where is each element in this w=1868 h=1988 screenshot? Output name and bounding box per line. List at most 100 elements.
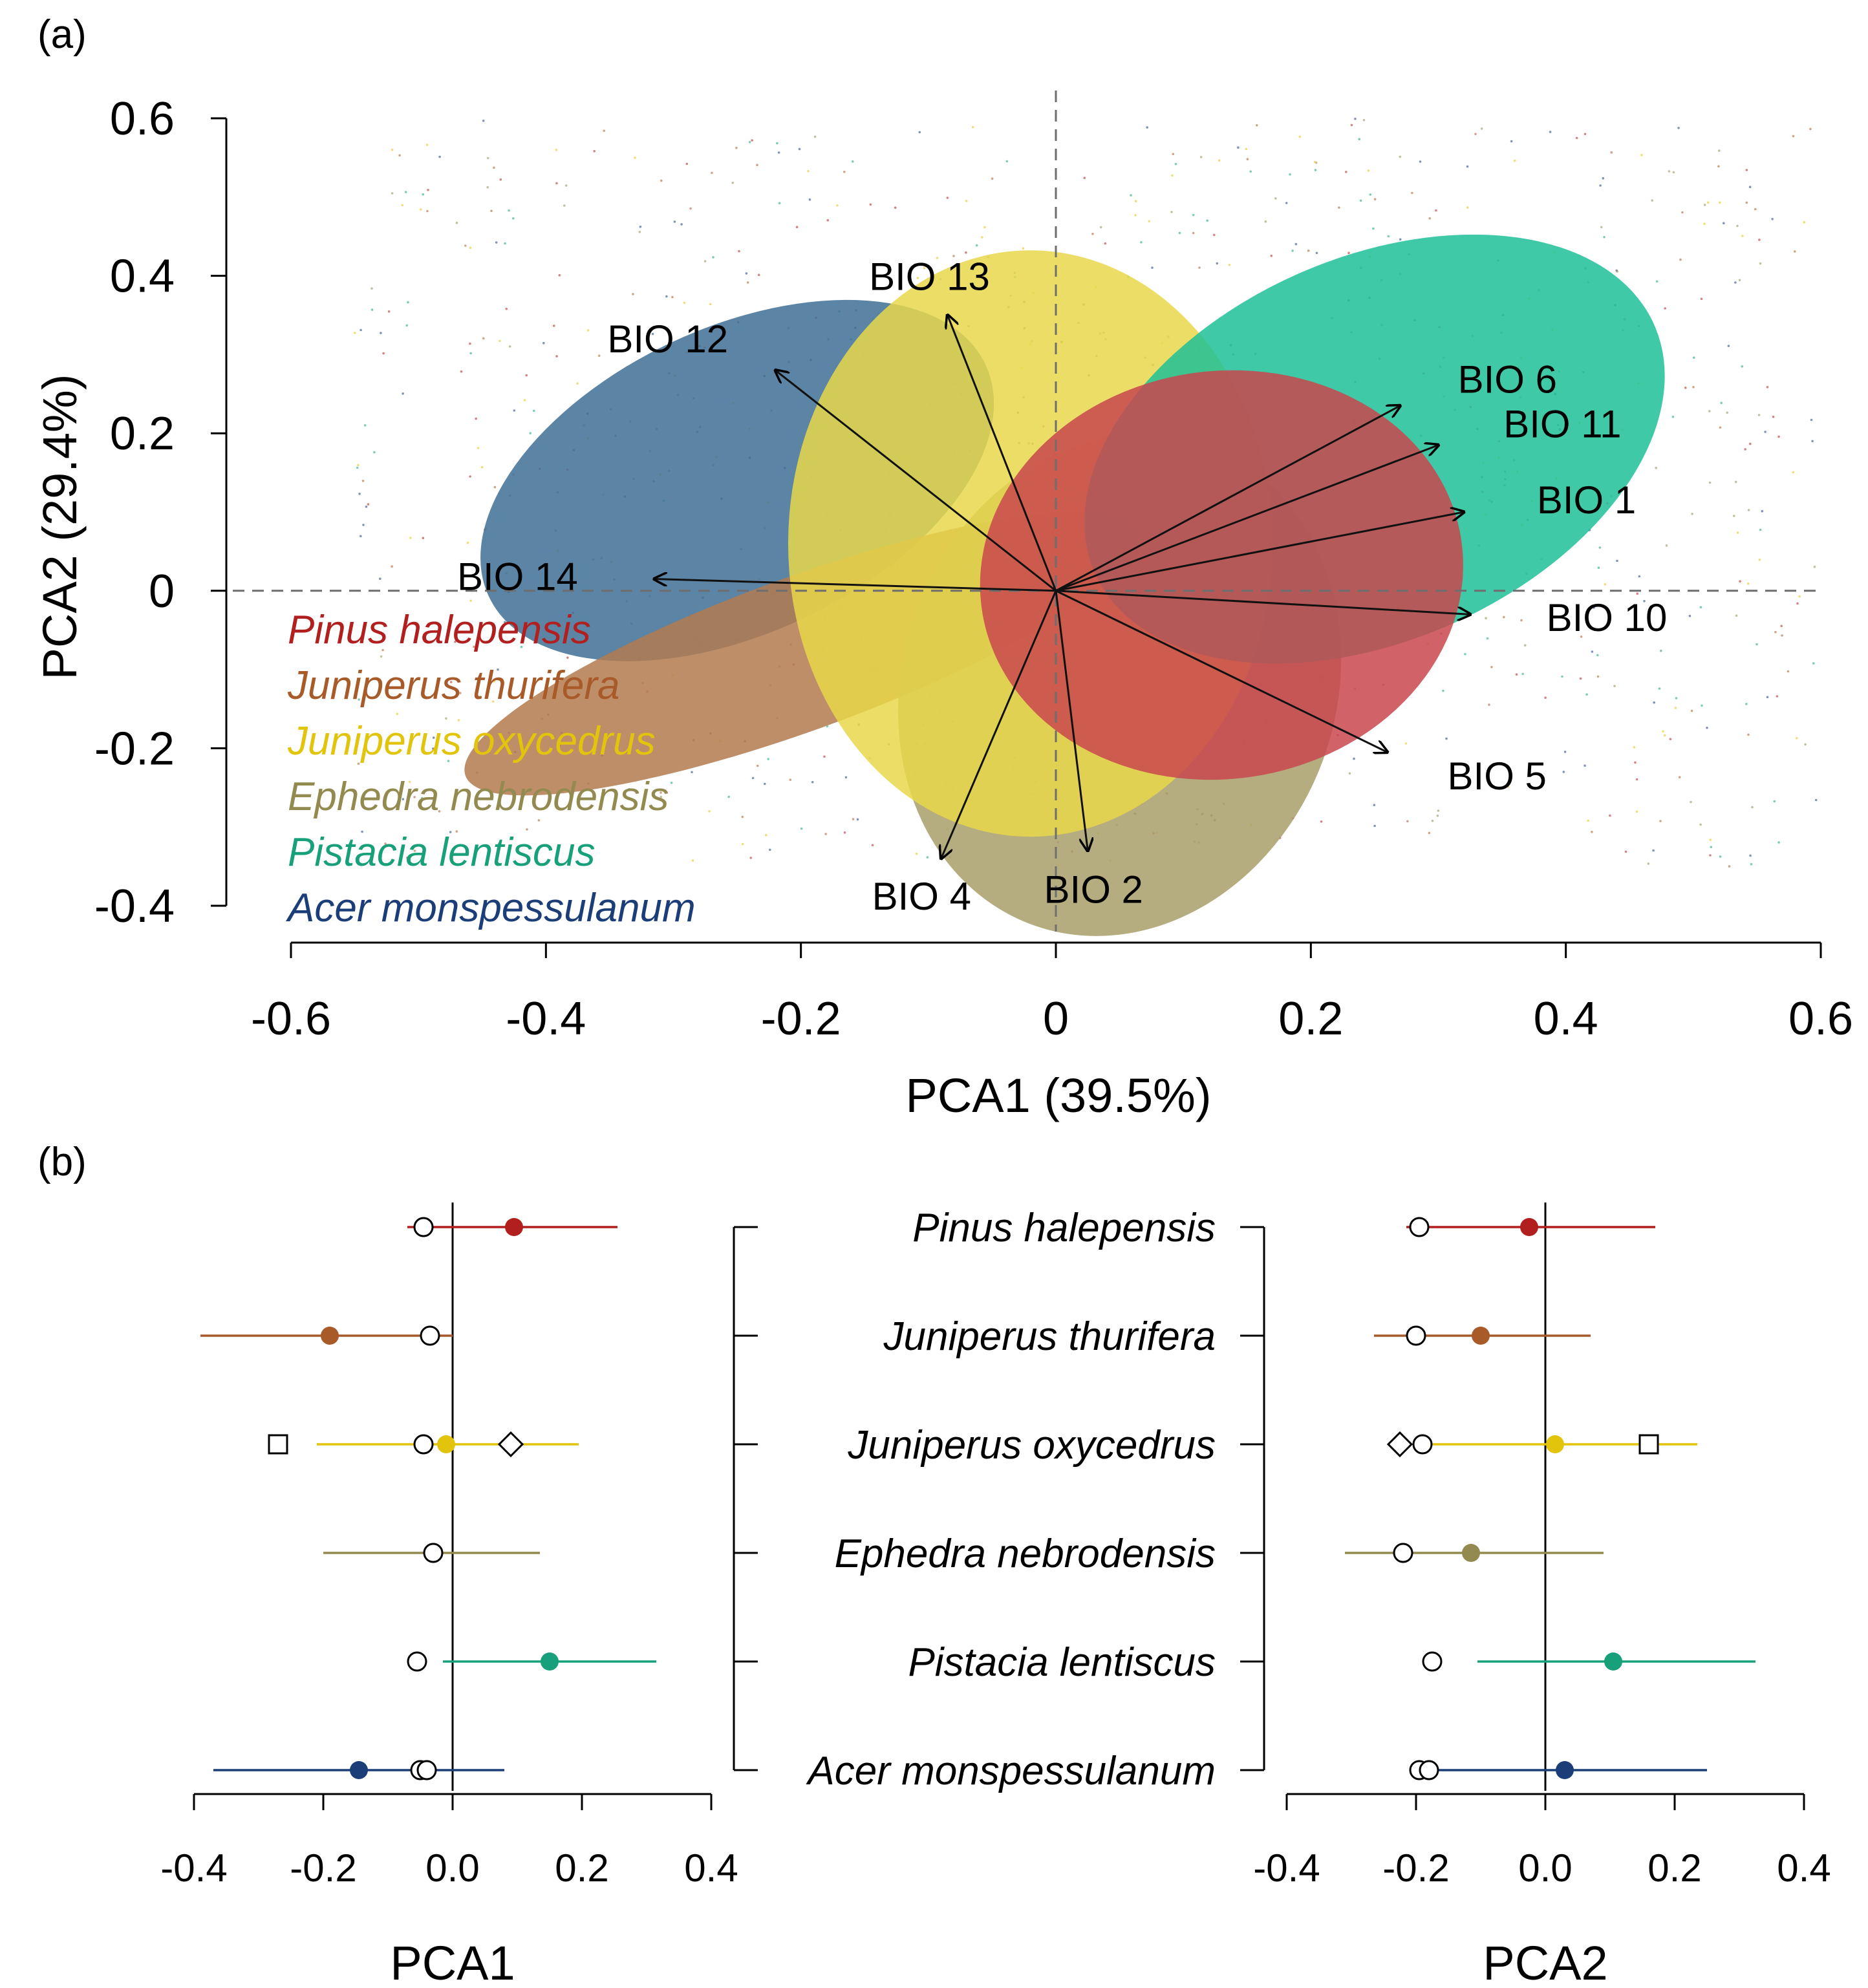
occurrence-point: [603, 129, 605, 133]
occurrence-point: [1428, 831, 1431, 835]
occurrence-point: [1655, 280, 1659, 283]
occurrence-point: [370, 287, 373, 290]
y-tick-label: 0.4: [110, 251, 175, 303]
occurrence-point: [991, 177, 994, 180]
occurrence-point: [769, 848, 771, 851]
axis-tick-label: -0.2: [290, 1846, 356, 1890]
occurrence-point: [1373, 198, 1377, 201]
occurrence-point: [1591, 650, 1594, 653]
x-tick-label: 0.2: [1278, 993, 1343, 1045]
occurrence-point: [537, 819, 541, 822]
occurrence-point: [1655, 466, 1657, 469]
occurrence-point: [671, 295, 674, 299]
vector-label-bio-14: BIO 14: [457, 555, 578, 599]
y-tick-label: -0.4: [94, 881, 175, 932]
occurrence-point: [843, 831, 846, 834]
vector-label-bio-5: BIO 5: [1448, 754, 1547, 798]
occurrence-point: [406, 856, 409, 859]
occurrence-point: [1510, 140, 1513, 143]
occurrence-point: [1256, 124, 1258, 127]
occurrence-point: [398, 154, 401, 157]
occurrence-point: [367, 503, 370, 506]
occurrence-point: [422, 537, 425, 539]
occurrence-point: [751, 139, 753, 142]
occurrence-point: [499, 178, 502, 181]
occurrence-point: [478, 695, 482, 698]
occurrence-point: [597, 354, 601, 358]
occurrence-point: [477, 447, 480, 449]
occurrence-point: [1246, 158, 1249, 160]
occurrence-point: [449, 681, 453, 683]
occurrence-point: [407, 301, 409, 304]
occurrence-point: [482, 337, 485, 340]
occurrence-point: [1436, 815, 1439, 817]
occurrence-point: [1151, 266, 1154, 269]
occurrence-point: [1480, 127, 1483, 130]
occurrence-point: [691, 771, 693, 774]
occurrence-point: [1406, 820, 1409, 823]
row-label-ephedra-nebrodensis: Ephedra nebrodensis: [835, 1532, 1216, 1576]
occurrence-point: [1199, 156, 1203, 158]
occurrence-point: [689, 207, 692, 210]
occurrence-point: [1754, 208, 1757, 211]
occurrence-point: [558, 273, 561, 277]
occurrence-point: [1359, 199, 1362, 202]
occurrence-point: [1549, 131, 1552, 133]
vector-bio-6: [1055, 406, 1400, 592]
occurrence-point: [639, 225, 642, 228]
occurrence-point: [965, 200, 968, 202]
x-tick-label: 0.4: [1534, 993, 1598, 1045]
occurrence-point: [1354, 118, 1357, 120]
occurrence-point: [1634, 619, 1637, 622]
occurrence-point: [387, 808, 389, 811]
occurrence-point: [402, 392, 404, 395]
occurrence-point: [360, 328, 362, 332]
occurrence-point: [1804, 743, 1807, 746]
open-square-marker: [268, 1434, 288, 1455]
occurrence-point: [357, 762, 360, 765]
occurrence-point: [1575, 136, 1578, 140]
occurrence-point: [1599, 184, 1602, 187]
occurrence-point: [1198, 266, 1201, 269]
occurrence-point: [1708, 481, 1712, 484]
open-circle-marker: [420, 1325, 440, 1346]
occurrence-point: [1681, 211, 1684, 214]
occurrence-point: [685, 162, 689, 166]
vector-bio-4: [941, 590, 1057, 859]
occurrence-point: [975, 244, 978, 247]
occurrence-point: [353, 332, 356, 334]
occurrence-point: [553, 325, 555, 327]
occurrence-point: [1710, 846, 1713, 848]
occurrence-point: [563, 204, 566, 207]
occurrence-point: [923, 266, 926, 270]
species-niche-ellipses: [464, 234, 1665, 936]
occurrence-point: [1636, 592, 1639, 595]
panel-label-a: (a): [38, 12, 87, 57]
occurrence-point: [1431, 819, 1434, 822]
vector-bio-2: [1055, 590, 1088, 851]
occurrence-point: [555, 355, 558, 358]
occurrence-point: [1746, 582, 1750, 585]
occurrence-point: [1490, 666, 1493, 668]
vector-label-bio-10: BIO 10: [1547, 596, 1668, 639]
occurrence-point: [1744, 448, 1746, 451]
occurrence-point: [1771, 218, 1774, 220]
occurrence-point: [384, 842, 387, 845]
occurrence-point: [409, 537, 412, 539]
occurrence-point: [852, 818, 855, 820]
occurrence-point: [632, 293, 634, 295]
occurrence-point: [1675, 697, 1678, 700]
occurrence-point: [981, 236, 983, 239]
mean-acer-monspessulanum: [350, 1761, 368, 1779]
occurrence-point: [869, 203, 872, 206]
mean-ephedra-nebrodensis: [1462, 1544, 1480, 1562]
occurrence-point: [360, 535, 362, 538]
occurrence-point: [566, 656, 569, 659]
occurrence-point: [1445, 737, 1448, 740]
occurrence-point: [836, 204, 839, 207]
occurrence-point: [1294, 242, 1298, 246]
occurrence-point: [1706, 201, 1710, 204]
occurrence-point: [1726, 411, 1728, 414]
occurrence-point: [800, 827, 803, 830]
